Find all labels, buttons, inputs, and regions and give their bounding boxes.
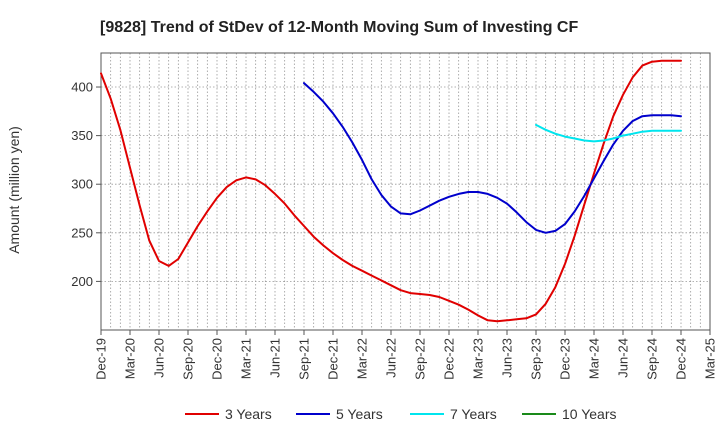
x-tick-label: Sep-24 bbox=[645, 338, 660, 380]
x-tick-label: Dec-23 bbox=[558, 338, 573, 380]
series-line bbox=[100, 59, 682, 323]
x-tick-label: Dec-20 bbox=[210, 338, 225, 380]
y-tick-label: 300 bbox=[71, 177, 93, 192]
plot-area bbox=[100, 52, 711, 331]
x-tick-label: Jun-23 bbox=[500, 338, 515, 378]
legend: 3 Years 5 Years 7 Years 10 Years bbox=[185, 406, 617, 422]
x-tick-label: Mar-24 bbox=[587, 338, 602, 379]
grid bbox=[101, 53, 710, 330]
legend-label: 10 Years bbox=[562, 406, 617, 422]
x-tick-label: Jun-22 bbox=[384, 338, 399, 378]
x-tick-label: Mar-23 bbox=[471, 338, 486, 379]
legend-label: 7 Years bbox=[450, 406, 497, 422]
x-tick-label: Dec-19 bbox=[94, 338, 109, 380]
y-tick-label: 200 bbox=[71, 274, 93, 289]
y-axis-label: Amount (million yen) bbox=[6, 126, 22, 254]
series-line bbox=[535, 123, 682, 143]
x-tick-label: Dec-21 bbox=[326, 338, 341, 380]
x-tick-label: Sep-22 bbox=[413, 338, 428, 380]
y-tick-label: 250 bbox=[71, 225, 93, 240]
x-tick-label: Dec-24 bbox=[674, 338, 689, 380]
x-axis: Dec-19 Mar-20 Jun-20 Sep-20 Dec-20 Mar-21 Jun-… bbox=[94, 330, 718, 380]
x-tick-label: Sep-23 bbox=[529, 338, 544, 380]
x-tick-label: Sep-20 bbox=[181, 338, 196, 380]
x-tick-label: Sep-21 bbox=[297, 338, 312, 380]
x-tick-label: Mar-21 bbox=[239, 338, 254, 379]
x-tick-label: Jun-21 bbox=[268, 338, 283, 378]
y-axis: 200 250 300 350 400 bbox=[71, 80, 101, 289]
x-tick-label: Mar-20 bbox=[123, 338, 138, 379]
x-tick-label: Dec-22 bbox=[442, 338, 457, 380]
legend-label: 3 Years bbox=[225, 406, 272, 422]
y-tick-label: 400 bbox=[71, 80, 93, 95]
chart-title: [9828] Trend of StDev of 12-Month Moving… bbox=[100, 19, 578, 36]
x-tick-label: Mar-22 bbox=[355, 338, 370, 379]
y-tick-label: 350 bbox=[71, 128, 93, 143]
series-lines bbox=[100, 59, 682, 323]
x-tick-label: Jun-20 bbox=[152, 338, 167, 378]
x-tick-label: Mar-25 bbox=[703, 338, 718, 379]
legend-label: 5 Years bbox=[336, 406, 383, 422]
series-line bbox=[303, 82, 682, 234]
x-tick-label: Jun-24 bbox=[616, 338, 631, 378]
